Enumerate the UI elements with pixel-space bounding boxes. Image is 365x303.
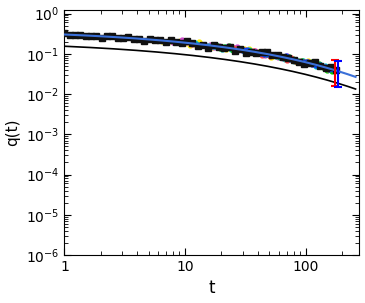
Y-axis label: q(t): q(t) <box>5 119 20 146</box>
X-axis label: t: t <box>209 279 215 298</box>
